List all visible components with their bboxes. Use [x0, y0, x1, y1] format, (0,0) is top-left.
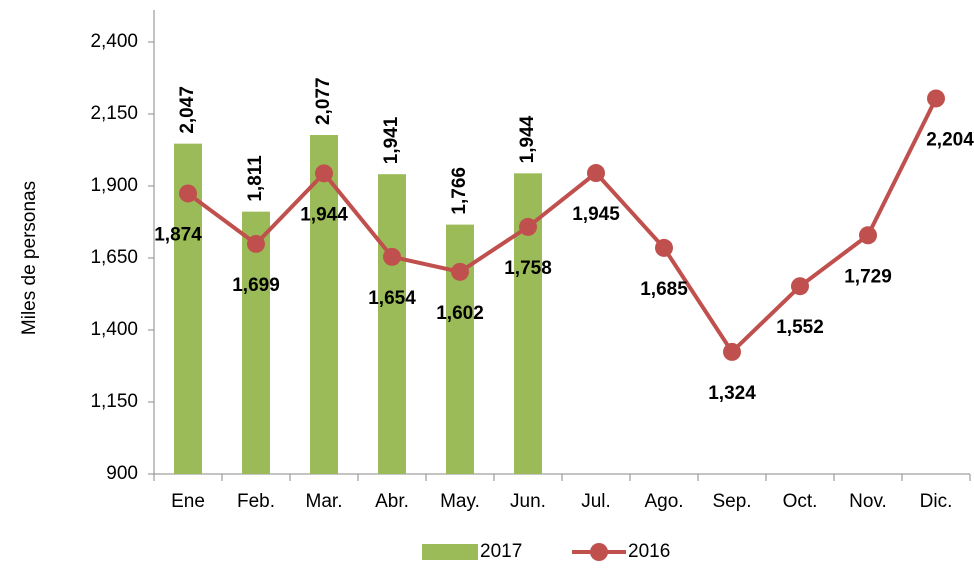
line-marker: [519, 217, 537, 236]
line-marker: [859, 226, 877, 245]
x-tick-label: Abr.: [375, 491, 409, 512]
data-label: 1,654: [368, 288, 416, 309]
y-axis-label: Miles de personas: [19, 181, 40, 335]
data-label: 1,811: [245, 155, 266, 202]
data-label: 1,945: [572, 204, 620, 225]
data-label: 1,685: [640, 279, 688, 300]
line-marker: [723, 342, 741, 361]
x-tick-label: Ago.: [644, 491, 683, 512]
x-tick-label: Dic.: [920, 491, 953, 512]
legend-label: 2016: [628, 541, 670, 562]
y-tick-label: 1,900: [90, 175, 138, 196]
data-label: 2,047: [177, 86, 198, 134]
data-label: 2,204: [926, 129, 974, 150]
x-tick-label: Sep.: [712, 491, 751, 512]
y-tick-label: 2,400: [90, 31, 138, 52]
y-tick-label: 1,400: [90, 319, 138, 340]
x-tick-label: Jul.: [581, 491, 611, 512]
line-marker: [383, 247, 401, 266]
legend-swatch: [590, 543, 608, 561]
legend-swatch: [422, 544, 478, 560]
data-label: 1,941: [381, 116, 402, 164]
line-marker: [247, 234, 265, 253]
line-marker: [927, 89, 945, 108]
data-label: 1,944: [517, 115, 538, 163]
data-label: 2,077: [313, 77, 334, 125]
x-tick-label: May.: [440, 491, 480, 512]
data-label: 1,766: [449, 167, 470, 215]
x-tick-label: Nov.: [849, 491, 887, 512]
y-tick-label: 1,650: [90, 247, 138, 268]
line-marker: [655, 238, 673, 257]
x-tick-label: Mar.: [306, 491, 343, 512]
data-label: 1,699: [232, 275, 280, 296]
bar: [446, 224, 474, 474]
line-marker: [587, 164, 605, 183]
y-tick-label: 1,150: [90, 391, 138, 412]
data-label: 1,602: [436, 303, 484, 324]
data-label: 1,324: [708, 383, 756, 404]
bar: [242, 211, 270, 474]
legend-label: 2017: [480, 541, 522, 562]
data-label: 1,874: [154, 225, 202, 246]
y-tick-label: 2,150: [90, 103, 138, 124]
x-tick-label: Ene: [171, 491, 205, 512]
data-label: 1,729: [844, 266, 892, 287]
x-tick-label: Oct.: [783, 491, 818, 512]
bar: [378, 174, 406, 474]
line: [186, 97, 938, 356]
line-marker: [791, 277, 809, 296]
line-marker: [179, 184, 197, 203]
data-label: 1,944: [300, 204, 348, 225]
line-marker: [451, 262, 469, 281]
line-marker: [315, 164, 333, 183]
data-label: 1,758: [504, 258, 552, 279]
x-tick-label: Jun.: [510, 491, 546, 512]
data-label: 1,552: [776, 317, 824, 338]
x-tick-label: Feb.: [237, 491, 275, 512]
y-tick-label: 900: [106, 463, 138, 484]
bar: [310, 135, 338, 475]
